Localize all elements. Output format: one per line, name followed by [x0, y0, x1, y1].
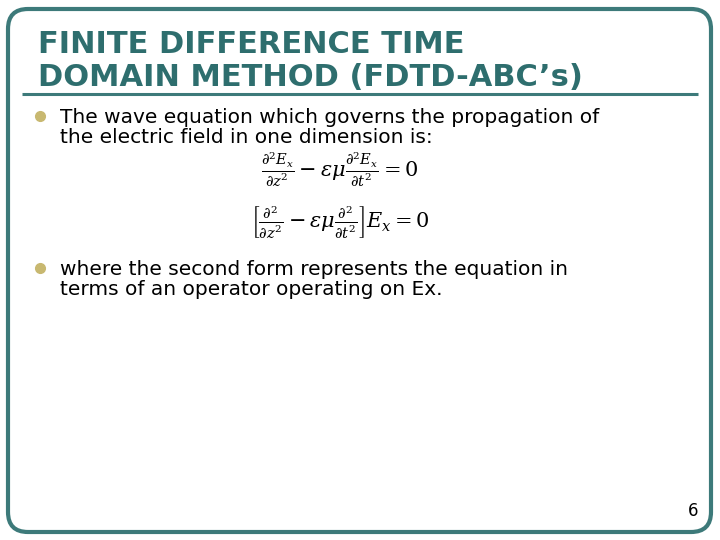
Text: $\frac{\partial^2 E_x}{\partial z^2} - \varepsilon\mu \frac{\partial^2 E_x}{\par: $\frac{\partial^2 E_x}{\partial z^2} - \… [261, 151, 419, 189]
FancyBboxPatch shape [8, 9, 711, 532]
Text: where the second form represents the equation in: where the second form represents the equ… [60, 260, 568, 279]
Text: 6: 6 [688, 502, 698, 520]
Text: the electric field in one dimension is:: the electric field in one dimension is: [60, 128, 433, 147]
Text: The wave equation which governs the propagation of: The wave equation which governs the prop… [60, 108, 599, 127]
Text: FINITE DIFFERENCE TIME: FINITE DIFFERENCE TIME [38, 30, 464, 59]
Text: DOMAIN METHOD (FDTD-ABC’s): DOMAIN METHOD (FDTD-ABC’s) [38, 63, 583, 92]
Text: terms of an operator operating on Ex.: terms of an operator operating on Ex. [60, 280, 443, 299]
Text: $\left[\frac{\partial^2}{\partial z^2} - \varepsilon\mu \frac{\partial^2}{\parti: $\left[\frac{\partial^2}{\partial z^2} -… [251, 204, 429, 240]
